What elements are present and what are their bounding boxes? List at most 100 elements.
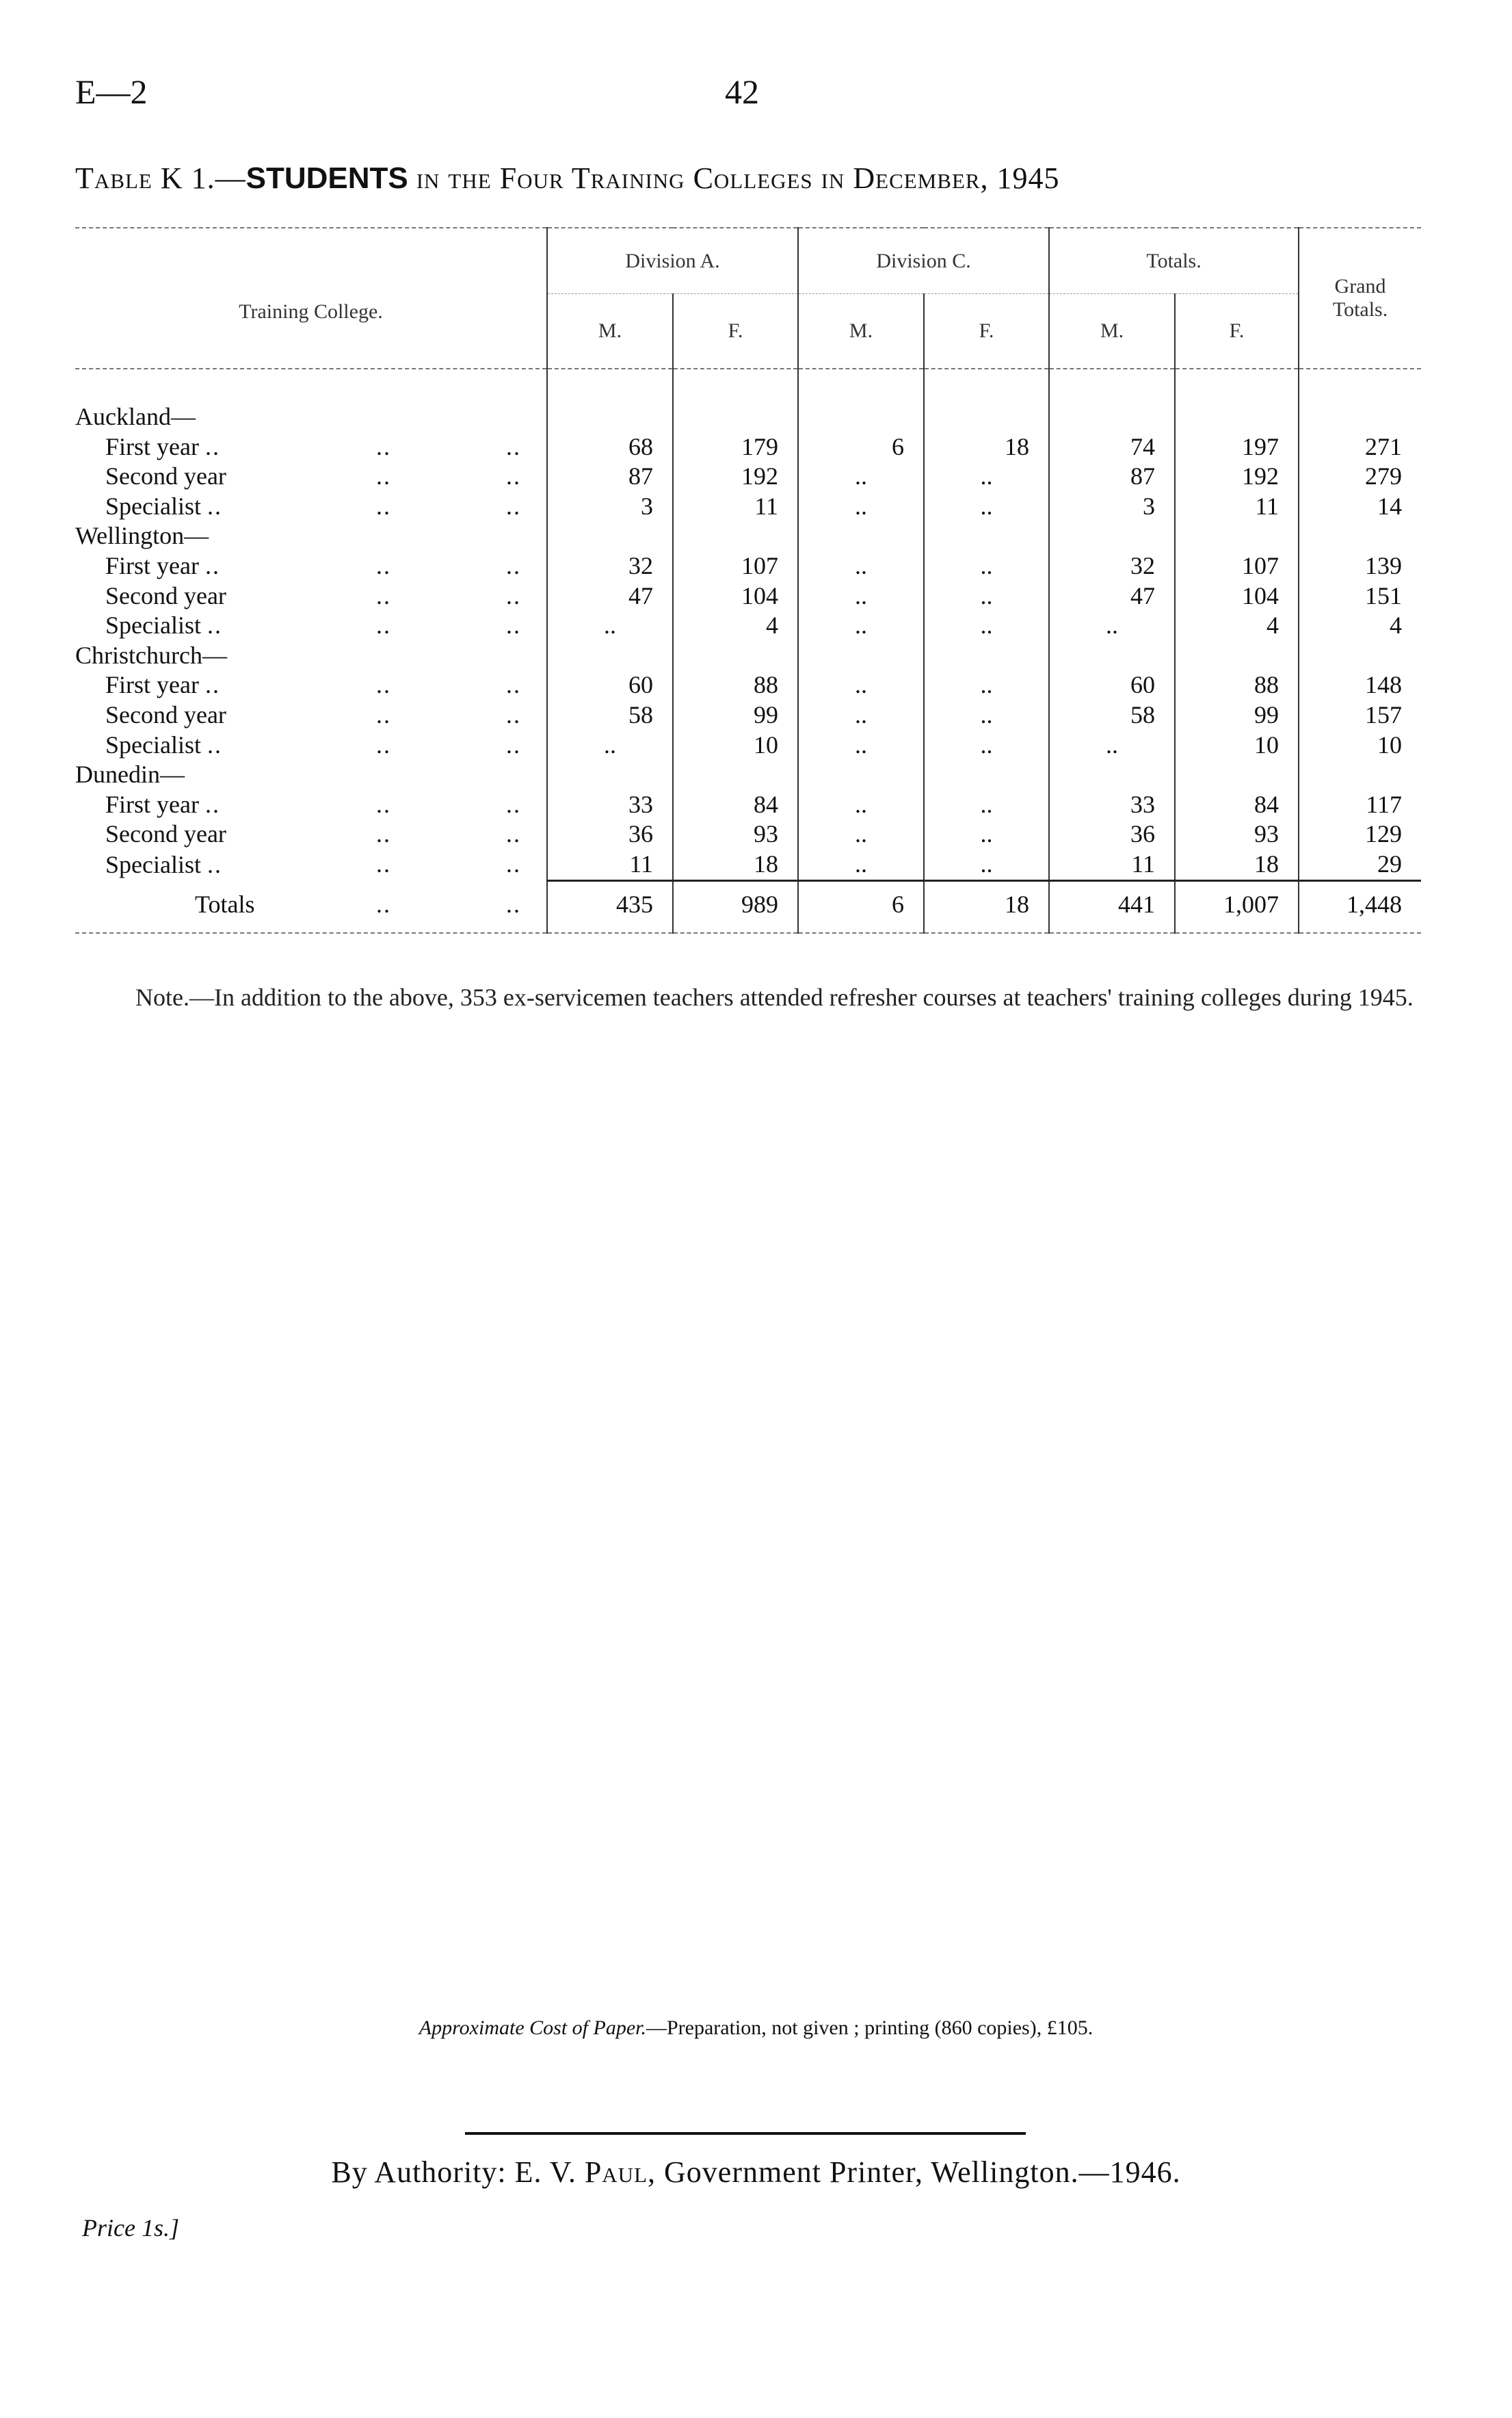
table-cell: .. <box>546 611 673 641</box>
table-row: Second year .... 36 93.... 36 93 129 <box>75 819 1422 850</box>
table-cell: .. <box>797 581 925 612</box>
leader-dots: .. <box>506 790 521 818</box>
table-cell: 129 <box>1298 819 1422 850</box>
header-grand-totals: Grand Totals. <box>1298 228 1422 369</box>
totals-cell: 441 <box>1048 890 1176 920</box>
table-cell: .. <box>797 462 925 492</box>
college-name: Wellington— <box>75 522 209 550</box>
leader-dots: .. <box>207 492 222 520</box>
table-cell: 88 <box>672 670 799 700</box>
table-cell: 279 <box>1298 462 1422 492</box>
table-cell: 18 <box>672 849 799 880</box>
row-label: Second year .... <box>75 581 547 612</box>
table-cell: 60 <box>546 670 673 700</box>
authority-name: Paul <box>584 2155 648 2189</box>
table-row: Second year .... 58 99.... 58 99 157 <box>75 700 1422 731</box>
table-cell: 84 <box>672 789 799 820</box>
table-cell: .. <box>923 611 1050 641</box>
row-label: Second year .... <box>75 462 547 492</box>
table-cell: 151 <box>1298 581 1422 612</box>
leader-dots: .. <box>204 790 220 818</box>
table-cell: .. <box>923 581 1050 612</box>
table-cell: 197 <box>1174 432 1299 462</box>
table-cell: 33 <box>546 789 673 820</box>
college-group-row: Auckland— <box>75 402 1422 432</box>
leader-dots: .. <box>376 581 391 609</box>
leader-dots: .. <box>376 731 391 759</box>
row-label-text: Second year <box>105 700 226 728</box>
table-cell: 84 <box>1174 789 1299 820</box>
college-name: Auckland— <box>75 403 196 430</box>
row-label-text: Second year <box>105 462 226 490</box>
table-cell: 99 <box>672 700 799 731</box>
table-row: Second year .... 47 104.... 47 104 151 <box>75 581 1422 612</box>
totals-cell: 6 <box>797 890 925 920</box>
table-cell: .. <box>923 789 1050 820</box>
table-cell: 10 <box>1174 730 1299 761</box>
table-cell: 18 <box>923 432 1050 462</box>
leader-dots: .. <box>376 790 391 818</box>
leader-dots: .. <box>506 432 521 460</box>
table-cell: 107 <box>1174 551 1299 581</box>
cost-of-paper: Approximate Cost of Paper.—Preparation, … <box>0 2016 1512 2040</box>
table-cell: .. <box>797 730 925 761</box>
table-cell: 33 <box>1048 789 1176 820</box>
price: Price 1s.] <box>82 2214 179 2242</box>
table-cell: 88 <box>1174 670 1299 700</box>
table-cell: .. <box>923 551 1050 581</box>
totals-cell: 989 <box>672 890 799 920</box>
leader-dots: .. <box>506 551 521 579</box>
cost-text: —Preparation, not given ; printing (860 … <box>646 2016 1093 2039</box>
table-cell: .. <box>923 849 1050 880</box>
header-f: F. <box>1174 293 1299 369</box>
header-m: M. <box>797 293 925 369</box>
table-cell: 11 <box>1048 849 1176 880</box>
header-m: M. <box>546 293 673 369</box>
table-cell: 58 <box>1048 700 1176 731</box>
authority-suffix: , Government Printer, Wellington.—1946. <box>648 2155 1181 2189</box>
table-cell: 179 <box>672 432 799 462</box>
table-cell: 11 <box>672 491 799 522</box>
table-title: Table K 1.—STUDENTS in the Four Training… <box>75 161 1422 196</box>
table-cell: 104 <box>1174 581 1299 612</box>
authority-prefix: By Authority: E. V. <box>331 2155 585 2189</box>
totals-cell: 18 <box>923 890 1050 920</box>
leader-dots: .. <box>506 581 521 609</box>
footer-rule <box>465 2132 1026 2135</box>
table-cell: 271 <box>1298 432 1422 462</box>
leader-dots: .. <box>376 462 391 490</box>
table-cell: .. <box>797 700 925 731</box>
table-cell: 47 <box>546 581 673 612</box>
leader-dots: .. <box>506 462 521 490</box>
table-cell: .. <box>797 789 925 820</box>
table-cell: .. <box>923 700 1050 731</box>
table-cell: 10 <box>1298 730 1422 761</box>
table-row: Specialist ........ 4...... 4 4 <box>75 611 1422 641</box>
table-cell: 4 <box>1174 611 1299 641</box>
row-label: Specialist ...... <box>75 731 547 761</box>
printer-authority: By Authority: E. V. Paul, Government Pri… <box>0 2155 1512 2190</box>
leader-dots: .. <box>207 731 222 759</box>
students-table: Training College. Division A. Division C… <box>75 227 1422 934</box>
row-label-text: Specialist <box>105 850 201 878</box>
header-division-a: Division A. <box>546 228 799 294</box>
table-cell: 87 <box>546 462 673 492</box>
row-label-text: First year <box>105 790 199 818</box>
table-cell: 58 <box>546 700 673 731</box>
table-cell: 4 <box>1298 611 1422 641</box>
row-label: First year ...... <box>75 670 547 700</box>
table-cell: .. <box>797 849 925 880</box>
table-cell: 29 <box>1298 849 1422 880</box>
table-row: Specialist ...... 11 18.... 11 18 29 <box>75 849 1422 880</box>
cost-label: Approximate Cost of Paper. <box>419 2016 646 2039</box>
table-row: First year ...... 33 84.... 33 84 117 <box>75 789 1422 820</box>
table-cell: .. <box>923 819 1050 850</box>
table-cell: 11 <box>546 849 673 880</box>
table-cell: .. <box>797 611 925 641</box>
table-cell: .. <box>797 491 925 522</box>
table-cell: 14 <box>1298 491 1422 522</box>
leader-dots: .. <box>506 492 521 520</box>
leader-dots: .. <box>204 671 220 699</box>
college-group-row: Dunedin— <box>75 760 1422 790</box>
leader-dots: .. <box>376 432 391 460</box>
